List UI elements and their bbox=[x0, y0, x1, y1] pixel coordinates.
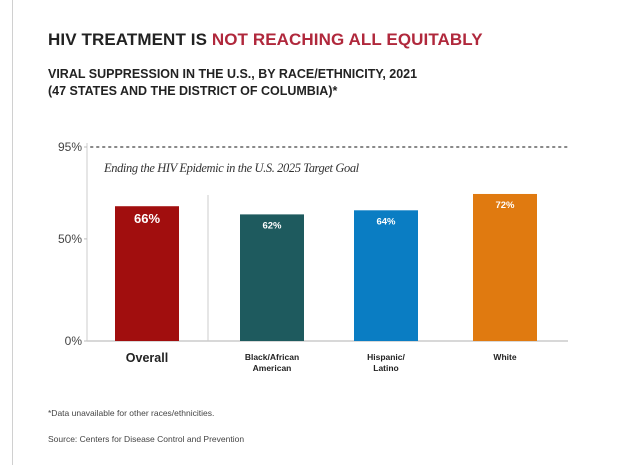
bar-1 bbox=[240, 214, 304, 341]
bar-3 bbox=[473, 193, 537, 341]
bar-2 bbox=[354, 210, 418, 341]
category-label: White bbox=[493, 352, 516, 362]
category-label: Latino bbox=[373, 363, 399, 373]
source: Source: Centers for Disease Control and … bbox=[48, 434, 245, 444]
category-label: Hispanic/ bbox=[367, 352, 405, 362]
y-tick-label: 0% bbox=[65, 334, 83, 348]
bar-0 bbox=[115, 206, 179, 341]
chart-title: HIV TREATMENT IS NOT REACHING ALL EQUITA… bbox=[48, 30, 483, 50]
frame-border bbox=[12, 0, 13, 465]
data-label: 62% bbox=[262, 220, 282, 231]
category-label: American bbox=[253, 363, 292, 373]
data-label: 72% bbox=[495, 200, 515, 211]
y-tick-label: 95% bbox=[58, 140, 82, 154]
footnote: *Data unavailable for other races/ethnic… bbox=[48, 408, 215, 418]
title-part1: HIV TREATMENT IS bbox=[48, 30, 212, 49]
target-label: Ending the HIV Epidemic in the U.S. 2025… bbox=[103, 161, 360, 175]
category-label: Overall bbox=[126, 351, 168, 365]
data-label: 64% bbox=[376, 216, 396, 227]
subtitle-line1: VIRAL SUPPRESSION IN THE U.S., BY RACE/E… bbox=[48, 67, 418, 81]
category-label: Black/African bbox=[245, 352, 299, 362]
y-tick-label: 50% bbox=[58, 232, 82, 246]
title-highlight: NOT REACHING ALL EQUITABLY bbox=[211, 30, 483, 49]
chart-subtitle: VIRAL SUPPRESSION IN THE U.S., BY RACE/E… bbox=[48, 66, 417, 100]
subtitle-line2: (47 STATES AND THE DISTRICT OF COLUMBIA)… bbox=[48, 84, 338, 98]
data-label: 66% bbox=[134, 211, 160, 226]
